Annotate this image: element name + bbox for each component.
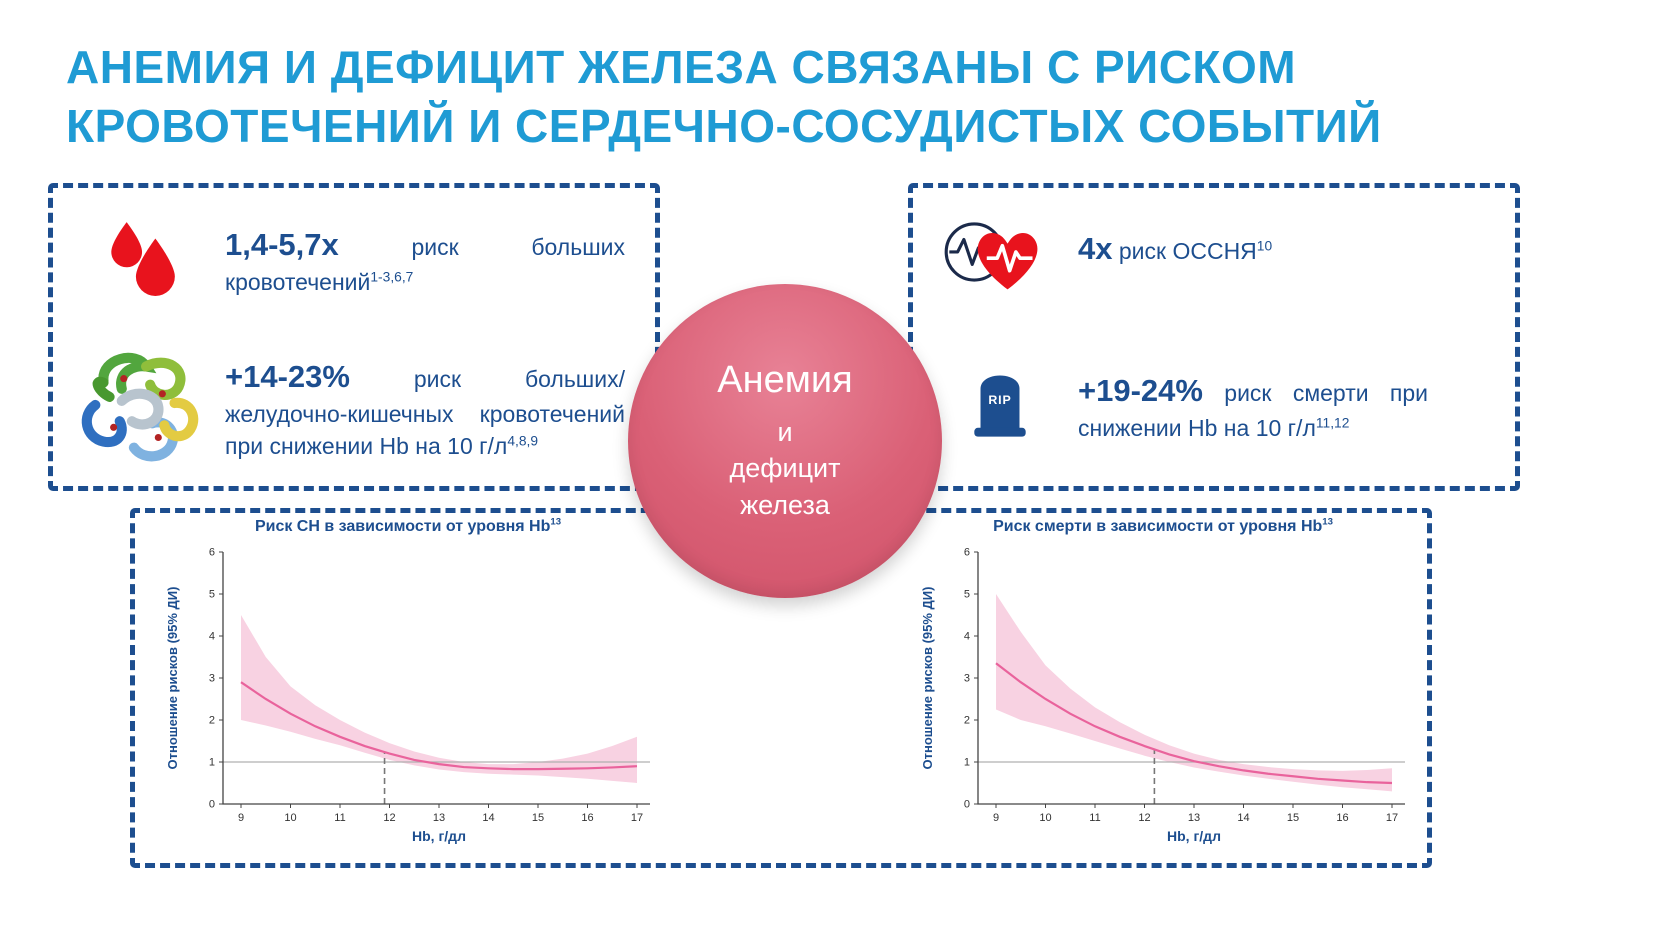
svg-text:13: 13 — [1188, 812, 1200, 824]
stat-description: риск смерти при снижении Hb на 10 г/л — [1078, 380, 1428, 441]
footnote-refs: 10 — [1256, 238, 1273, 254]
bleeding-risk-panel: 1,4-5,7x риск больших кровотечений1-3,6,… — [48, 183, 660, 491]
tombstone-icon: RIP — [974, 375, 1026, 437]
svg-text:Отношение рисков (95% ДИ): Отношение рисков (95% ДИ) — [920, 587, 935, 770]
circle-line: железа — [740, 489, 830, 520]
svg-text:10: 10 — [284, 812, 296, 824]
chart-title: Риск СН в зависимости от уровня Hb13 — [148, 516, 668, 536]
chart-title: Риск смерти в зависимости от уровня Hb13 — [903, 516, 1423, 536]
svg-text:2: 2 — [209, 715, 215, 727]
stat-value: 4x — [1078, 231, 1113, 266]
hemoglobin-icon — [81, 352, 199, 462]
svg-text:6: 6 — [964, 547, 970, 559]
blood-drops-icon — [111, 222, 175, 296]
svg-text:17: 17 — [631, 812, 643, 824]
svg-text:5: 5 — [209, 589, 215, 601]
death-risk-chart: Риск смерти в зависимости от уровня Hb13… — [903, 516, 1423, 850]
svg-text:1: 1 — [209, 757, 215, 769]
gi-bleeding-stat: +14-23% риск больших/желудочно-кишечных … — [225, 356, 625, 462]
svg-text:9: 9 — [993, 812, 999, 824]
svg-text:0: 0 — [209, 799, 215, 811]
svg-text:3: 3 — [964, 673, 970, 685]
svg-text:5: 5 — [964, 589, 970, 601]
svg-text:16: 16 — [581, 812, 593, 824]
svg-text:14: 14 — [1237, 812, 1249, 824]
svg-text:1: 1 — [964, 757, 970, 769]
svg-text:Hb, г/дл: Hb, г/дл — [1167, 828, 1221, 844]
stat-description: риск больших/желудочно-кишечных кровотеч… — [225, 366, 625, 459]
circle-line: Анемия — [717, 358, 853, 401]
svg-text:Hb, г/дл: Hb, г/дл — [412, 828, 466, 844]
circle-line: дефицит — [729, 453, 841, 484]
page-title-line2: КРОВОТЕЧЕНИЙ И СЕРДЕЧНО-СОСУДИСТЫХ СОБЫТ… — [66, 99, 1382, 152]
footnote-refs: 11,12 — [1315, 415, 1350, 431]
stat-description: риск больших кровотечений — [225, 234, 625, 295]
mortality-risk-stat: +19-24% риск смерти при снижении Hb на 1… — [1078, 370, 1428, 445]
svg-text:16: 16 — [1336, 812, 1348, 824]
svg-text:Отношение рисков (95% ДИ): Отношение рисков (95% ДИ) — [165, 587, 180, 770]
rip-label: RIP — [988, 393, 1011, 407]
svg-text:4: 4 — [964, 631, 970, 643]
svg-text:13: 13 — [433, 812, 445, 824]
svg-text:11: 11 — [334, 812, 345, 824]
chart-title-footnote: 13 — [550, 516, 562, 528]
acs-risk-stat: 4x риск ОССНЯ10 — [1078, 228, 1438, 271]
stat-value: 1,4-5,7x — [225, 227, 339, 262]
footnote-refs: 1-3,6,7 — [370, 269, 414, 285]
svg-text:0: 0 — [964, 799, 970, 811]
cardiovascular-risk-panel: 4x риск ОССНЯ10 RIP +19-24% риск смерти … — [908, 183, 1520, 491]
svg-text:9: 9 — [238, 812, 244, 824]
svg-text:15: 15 — [532, 812, 544, 824]
chart-title-text: Риск СН в зависимости от уровня Hb — [254, 518, 551, 535]
svg-text:12: 12 — [383, 812, 395, 824]
major-bleeding-stat: 1,4-5,7x риск больших кровотечений1-3,6,… — [225, 224, 625, 299]
svg-text:6: 6 — [209, 547, 215, 559]
chart-title-footnote: 13 — [1322, 516, 1333, 528]
heart-ecg-icon — [944, 222, 1038, 290]
page-title: АНЕМИЯ И ДЕФИЦИТ ЖЕЛЕЗА СВЯЗАНЫ С РИСКОМ… — [66, 38, 1382, 156]
chart-title-text: Риск смерти в зависимости от уровня Hb — [993, 518, 1323, 535]
svg-text:3: 3 — [209, 673, 215, 685]
svg-text:15: 15 — [1287, 812, 1299, 824]
svg-text:10: 10 — [1039, 812, 1051, 824]
stat-description: риск ОССНЯ — [1118, 238, 1257, 264]
stat-value: +19-24% — [1078, 373, 1203, 408]
circle-line: и — [777, 416, 793, 447]
svg-text:11: 11 — [1089, 812, 1100, 824]
svg-text:14: 14 — [482, 812, 494, 824]
svg-text:4: 4 — [209, 631, 215, 643]
anemia-iron-deficiency-circle: Анемия и дефицит железа — [628, 284, 942, 598]
stat-value: +14-23% — [225, 359, 350, 394]
page-title-line1: АНЕМИЯ И ДЕФИЦИТ ЖЕЛЕЗА СВЯЗАНЫ С РИСКОМ — [66, 41, 1297, 93]
footnote-refs: 4,8,9 — [507, 432, 539, 448]
svg-text:2: 2 — [964, 715, 970, 727]
svg-text:12: 12 — [1138, 812, 1150, 824]
svg-text:17: 17 — [1386, 812, 1398, 824]
